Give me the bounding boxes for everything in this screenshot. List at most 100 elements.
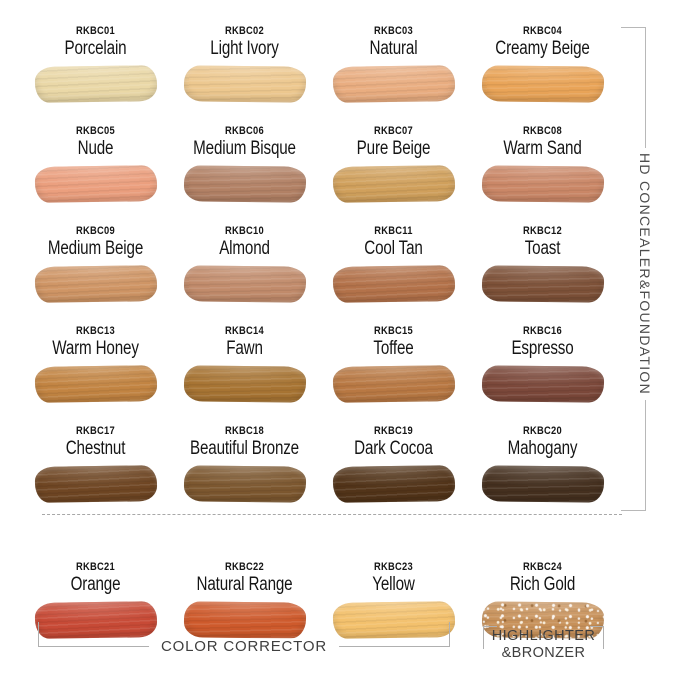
swatch-color-smear: [34, 265, 157, 303]
swatch-name: Medium Bisque: [193, 138, 296, 159]
swatch-cell: RKBC15 Toffee: [319, 320, 468, 420]
swatch-name: Toffee: [373, 338, 414, 359]
swatch-cell: RKBC22 Natural Range: [170, 520, 319, 639]
swatch-name: Mahogany: [507, 438, 578, 459]
swatch-color-smear: [332, 65, 455, 103]
swatch-color-smear: [332, 265, 455, 303]
swatch-color-smear: [481, 365, 604, 403]
swatch-cell: RKBC01 Porcelain: [21, 20, 170, 120]
swatch-name: Cool Tan: [364, 238, 423, 259]
swatch-code: RKBC08: [523, 125, 562, 137]
swatch-cell: RKBC21 Orange: [21, 520, 170, 639]
swatch-name: Light Ivory: [210, 38, 279, 59]
swatch-code: RKBC11: [374, 225, 413, 237]
swatch-code: RKBC23: [374, 561, 413, 573]
swatch-name: Espresso: [511, 338, 574, 359]
hd-concealer-foundation-bracket: HD CONCEALER&FOUNDATION: [621, 27, 653, 511]
swatch-name: Natural: [369, 38, 418, 59]
swatch-code: RKBC19: [374, 425, 413, 437]
swatch-code: RKBC12: [523, 225, 562, 237]
swatch-cell: RKBC02 Light Ivory: [170, 20, 319, 120]
swatch-color-smear: [183, 265, 306, 303]
bronzer-label: &BRONZER: [501, 645, 586, 661]
swatch-cell: RKBC07 Pure Beige: [319, 120, 468, 220]
section-divider-dashed: [42, 514, 622, 515]
swatch-cell: RKBC08 Warm Sand: [468, 120, 617, 220]
color-corrector-bracket: COLOR CORRECTOR: [38, 622, 450, 656]
highlighter-label: HIGHLIGHTER: [491, 628, 596, 644]
swatch-color-smear: [34, 465, 157, 503]
swatch-color-smear: [183, 465, 306, 503]
swatch-name: Pure Beige: [356, 138, 431, 159]
bracket-line-bottom: [621, 400, 646, 511]
swatch-name: Beautiful Bronze: [190, 438, 299, 459]
swatch-name: Fawn: [226, 338, 263, 359]
swatch-code: RKBC18: [225, 425, 264, 437]
swatch-code: RKBC05: [76, 125, 115, 137]
highlighter-bronzer-bracket: HIGHLIGHTER: [483, 626, 604, 649]
swatch-color-smear: [34, 365, 157, 403]
swatch-cell: RKBC06 Medium Bisque: [170, 120, 319, 220]
swatch-cell: RKBC14 Fawn: [170, 320, 319, 420]
swatch-cell: RKBC11 Cool Tan: [319, 220, 468, 320]
swatch-color-smear: [481, 465, 604, 503]
swatch-name: Porcelain: [64, 38, 127, 59]
swatch-cell: RKBC20 Mahogany: [468, 420, 617, 520]
swatch-code: RKBC20: [523, 425, 562, 437]
swatch-cell: RKBC09 Medium Beige: [21, 220, 170, 320]
swatch-name: Chestnut: [65, 438, 126, 459]
bracket-line-top: [621, 27, 646, 148]
swatch-color-smear: [481, 65, 604, 103]
swatch-code: RKBC21: [76, 561, 115, 573]
swatch-color-smear: [332, 465, 455, 503]
swatch-code: RKBC15: [374, 325, 413, 337]
hd-concealer-foundation-label: HD CONCEALER&FOUNDATION: [637, 153, 653, 395]
swatch-code: RKBC03: [374, 25, 413, 37]
swatch-code: RKBC07: [374, 125, 413, 137]
swatch-color-smear: [34, 165, 157, 203]
swatch-cell: RKBC24 Rich Gold: [468, 520, 617, 639]
swatch-name: Yellow: [372, 574, 415, 595]
swatch-cell: RKBC13 Warm Honey: [21, 320, 170, 420]
swatch-code: RKBC24: [523, 561, 562, 573]
swatch-cell: RKBC04 Creamy Beige: [468, 20, 617, 120]
swatch-color-smear: [332, 365, 455, 403]
bracket-corner-right: [590, 626, 604, 649]
swatch-color-smear: [481, 265, 604, 303]
swatch-cell: RKBC03 Natural: [319, 20, 468, 120]
swatch-name: Medium Beige: [47, 238, 144, 259]
swatch-name: Nude: [77, 138, 114, 159]
swatch-cell: RKBC19 Dark Cocoa: [319, 420, 468, 520]
swatch-color-smear: [481, 165, 604, 203]
swatch-code: RKBC10: [225, 225, 264, 237]
bracket-corner-left: [483, 626, 497, 649]
color-corrector-label: COLOR CORRECTOR: [149, 638, 339, 656]
swatch-code: RKBC02: [225, 25, 264, 37]
swatch-name: Dark Cocoa: [354, 438, 433, 459]
swatch-name: Almond: [219, 238, 270, 259]
swatch-name: Natural Range: [196, 574, 293, 595]
swatch-name: Creamy Beige: [495, 38, 590, 59]
swatch-code: RKBC06: [225, 125, 264, 137]
swatch-code: RKBC04: [523, 25, 562, 37]
swatch-code: RKBC17: [76, 425, 115, 437]
swatch-cell: RKBC18 Beautiful Bronze: [170, 420, 319, 520]
swatch-name: Warm Sand: [503, 138, 582, 159]
swatch-name: Rich Gold: [509, 574, 576, 595]
swatch-name: Warm Honey: [52, 338, 139, 359]
swatch-name: Toast: [524, 238, 561, 259]
swatch-code: RKBC13: [76, 325, 115, 337]
swatch-cell: RKBC12 Toast: [468, 220, 617, 320]
swatch-name: Orange: [70, 574, 121, 595]
swatch-cell: RKBC05 Nude: [21, 120, 170, 220]
swatch-code: RKBC14: [225, 325, 264, 337]
swatch-code: RKBC16: [523, 325, 562, 337]
swatch-code: RKBC22: [225, 561, 264, 573]
swatch-cell: RKBC17 Chestnut: [21, 420, 170, 520]
swatch-color-smear: [34, 65, 157, 103]
swatch-color-smear: [183, 65, 306, 103]
swatch-grid: RKBC01 Porcelain RKBC02 Light Ivory RKBC…: [21, 20, 617, 639]
swatch-color-smear: [183, 165, 306, 203]
swatch-code: RKBC01: [76, 25, 115, 37]
